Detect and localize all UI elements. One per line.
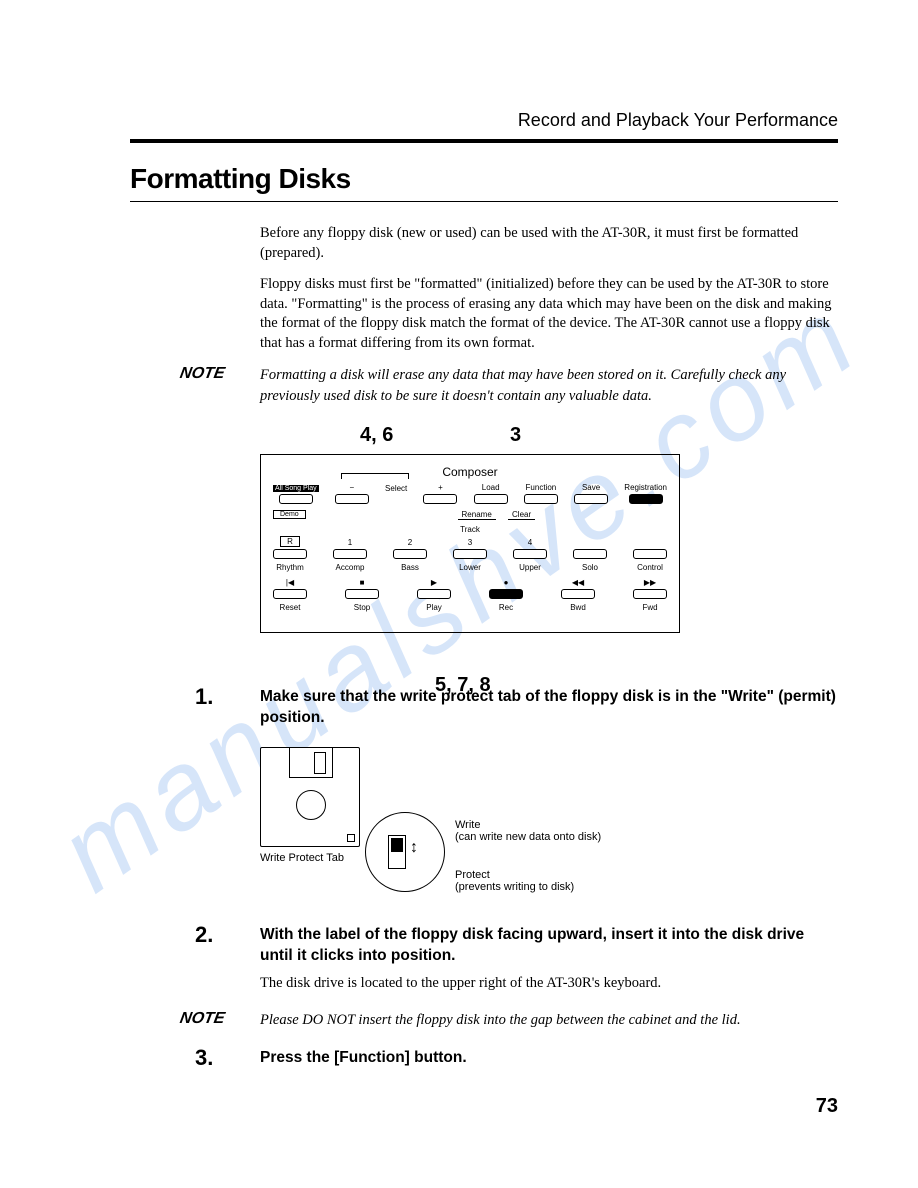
step-subtext-2: The disk drive is located to the upper r…	[260, 975, 838, 992]
floppy-diagram: Write Protect Tab ↕ Write (can write new…	[260, 747, 680, 907]
step-text-1: Make sure that the write protect tab of …	[260, 687, 838, 729]
label-minus: −	[350, 483, 355, 492]
button-track-1	[333, 549, 367, 559]
label-rec: Rec	[499, 603, 513, 612]
step-number-2: 2.	[195, 922, 213, 948]
button-fwd	[633, 589, 667, 599]
button-sel-plus	[423, 494, 457, 504]
note-icon: NOTE	[178, 365, 226, 383]
label-solo: Solo	[582, 563, 598, 572]
label-registration: Registration	[624, 483, 667, 492]
step-text-3: Press the [Function] button.	[260, 1048, 838, 1069]
step-number-1: 1.	[195, 684, 213, 710]
button-track-2	[393, 549, 427, 559]
rule-thick	[130, 139, 838, 143]
intro-paragraph-2: Floppy disks must first be "formatted" (…	[260, 275, 838, 353]
label-R: R	[280, 536, 300, 547]
button-stop	[345, 589, 379, 599]
icon-stop: ■	[360, 578, 365, 587]
label-clear: Clear	[508, 510, 535, 520]
chapter-header: Record and Playback Your Performance	[130, 110, 838, 131]
callout-4-6: 4, 6	[360, 424, 393, 447]
button-solo	[573, 549, 607, 559]
label-stop: Stop	[354, 603, 370, 612]
label-upper: Upper	[519, 563, 541, 572]
label-lower: Lower	[459, 563, 481, 572]
label-write-desc: (can write new data onto disk)	[455, 831, 601, 843]
label-4: 4	[528, 538, 532, 547]
button-track-3	[453, 549, 487, 559]
button-control	[633, 549, 667, 559]
label-function: Function	[526, 483, 557, 492]
button-load	[474, 494, 508, 504]
note-text-1: Formatting a disk will erase any data th…	[260, 365, 838, 406]
button-rec	[489, 589, 523, 599]
icon-reset: |◀	[286, 578, 294, 587]
label-protect-desc: (prevents writing to disk)	[455, 881, 574, 893]
note-icon: NOTE	[178, 1010, 226, 1028]
button-all-song	[279, 494, 313, 504]
label-write: Write	[455, 819, 601, 831]
label-control: Control	[637, 563, 663, 572]
label-play: Play	[426, 603, 442, 612]
label-all-song-play: All Song Play	[273, 485, 319, 492]
label-plus: +	[438, 483, 443, 492]
label-2: 2	[408, 538, 412, 547]
callout-3: 3	[510, 424, 521, 447]
step-text-2: With the label of the floppy disk facing…	[260, 925, 838, 967]
button-registration	[629, 494, 663, 504]
note-text-2: Please DO NOT insert the floppy disk int…	[260, 1010, 838, 1030]
button-play	[417, 589, 451, 599]
arrow-updown-icon: ↕	[410, 839, 418, 857]
page-number: 73	[816, 1095, 838, 1118]
button-save	[574, 494, 608, 504]
button-sel-minus	[335, 494, 369, 504]
button-reset	[273, 589, 307, 599]
floppy-disk-icon	[260, 747, 360, 847]
label-1: 1	[348, 538, 352, 547]
label-fwd: Fwd	[642, 603, 657, 612]
label-load: Load	[482, 483, 500, 492]
page-title: Formatting Disks	[130, 163, 838, 195]
label-track: Track	[273, 525, 667, 534]
button-function	[524, 494, 558, 504]
label-protect: Protect	[455, 869, 574, 881]
composer-panel-diagram: 4, 6 3 Composer All Song Play − Select +…	[260, 424, 838, 667]
button-bwd	[561, 589, 595, 599]
label-accomp: Accomp	[336, 563, 365, 572]
intro-paragraph-1: Before any floppy disk (new or used) can…	[260, 224, 838, 263]
label-bwd: Bwd	[570, 603, 586, 612]
label-rhythm: Rhythm	[276, 563, 304, 572]
panel-title: Composer	[273, 465, 667, 479]
icon-play: ▶	[431, 578, 437, 587]
step-number-3: 3.	[195, 1045, 213, 1071]
icon-rec: ●	[504, 578, 509, 587]
label-3: 3	[468, 538, 472, 547]
label-reset: Reset	[280, 603, 301, 612]
rule-thin	[130, 201, 838, 202]
label-save: Save	[582, 483, 600, 492]
label-write-protect-tab: Write Protect Tab	[260, 852, 344, 864]
label-select: Select	[385, 484, 407, 493]
label-demo: Demo	[273, 510, 306, 519]
tab-switch-icon	[388, 835, 406, 869]
icon-fwd: ▶▶	[644, 578, 656, 587]
button-track-R	[273, 549, 307, 559]
button-track-4	[513, 549, 547, 559]
icon-bwd: ◀◀	[572, 578, 584, 587]
label-rename: Rename	[458, 510, 496, 520]
label-bass: Bass	[401, 563, 419, 572]
